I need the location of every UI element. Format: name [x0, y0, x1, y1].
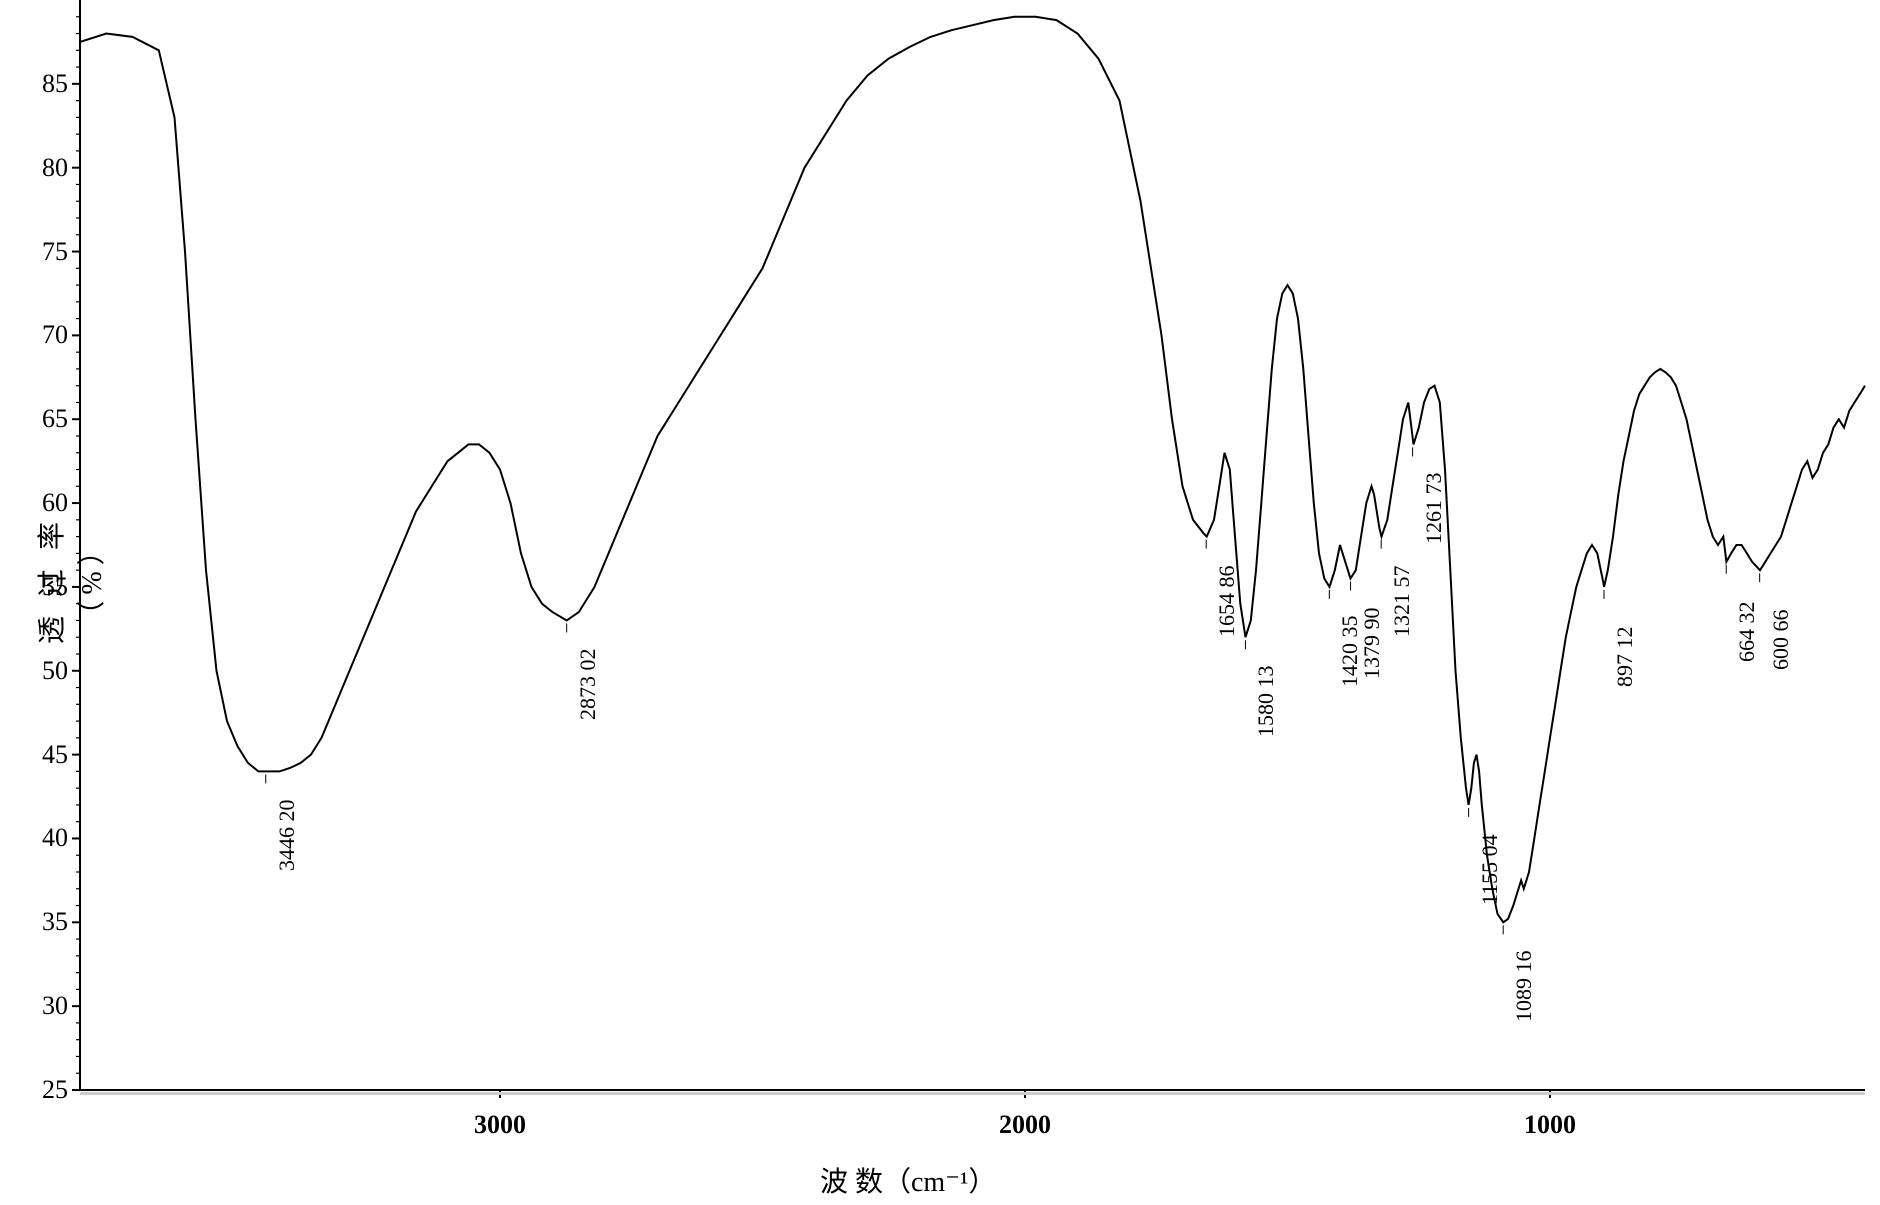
peak-label-1322: 1321 57 — [1389, 565, 1415, 637]
y-tick-25: 25 — [30, 1075, 68, 1105]
y-tick-70: 70 — [30, 320, 68, 350]
y-tick-40: 40 — [30, 823, 68, 853]
peak-label-1155: 1155 04 — [1477, 834, 1503, 905]
y-tick-75: 75 — [30, 237, 68, 267]
peak-label-1380: 1379 90 — [1359, 607, 1385, 679]
y-tick-55: 55 — [30, 572, 68, 602]
peak-label-601: 600 66 — [1768, 610, 1794, 671]
peak-label-664: 664 32 — [1734, 601, 1760, 662]
y-tick-65: 65 — [30, 404, 68, 434]
peak-label-1089: 1089 16 — [1511, 951, 1537, 1023]
peak-label-897: 897 12 — [1612, 626, 1638, 687]
y-tick-80: 80 — [30, 153, 68, 183]
bottom-band — [80, 1092, 1865, 1095]
x-tick-2000: 2000 — [985, 1110, 1065, 1140]
y-tick-60: 60 — [30, 488, 68, 518]
ir-spectrum-chart: 透 过 率（%） 波 数（cm⁻¹） 253035404550556065707… — [0, 0, 1880, 1205]
peak-label-3446: 3446 20 — [274, 800, 300, 872]
y-tick-50: 50 — [30, 656, 68, 686]
peak-label-1262: 1261 73 — [1421, 473, 1447, 545]
spectrum-svg — [0, 0, 1880, 1205]
peak-label-1655: 1654 86 — [1214, 565, 1240, 637]
x-tick-3000: 3000 — [460, 1110, 540, 1140]
x-axis-label: 波 数（cm⁻¹） — [820, 1160, 996, 1200]
y-tick-30: 30 — [30, 991, 68, 1021]
y-tick-85: 85 — [30, 69, 68, 99]
y-tick-45: 45 — [30, 740, 68, 770]
peak-label-2873: 2873 02 — [575, 649, 601, 721]
x-tick-1000: 1000 — [1510, 1110, 1590, 1140]
y-tick-35: 35 — [30, 907, 68, 937]
peak-label-1580: 1580 13 — [1253, 666, 1279, 738]
